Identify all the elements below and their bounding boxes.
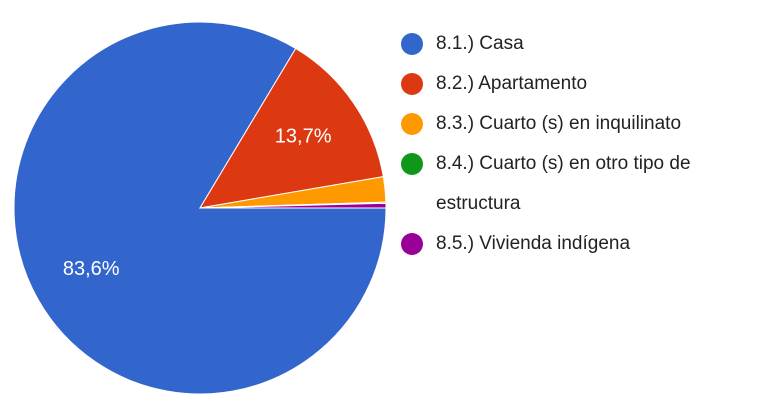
legend-label: 8.3.) Cuarto (s) en inquilinato xyxy=(436,113,682,134)
legend-item: 8.2.) Apartamento xyxy=(398,64,770,104)
legend-swatch xyxy=(401,153,423,175)
pie-slice xyxy=(199,202,387,209)
legend-item: 8.5.) Vivienda indígena xyxy=(398,224,770,264)
legend-swatch xyxy=(401,73,423,95)
legend-label: 8.2.) Apartamento xyxy=(436,73,588,94)
legend-swatch xyxy=(401,113,423,135)
pie-slice xyxy=(13,21,387,395)
legend-label: 8.1.) Casa xyxy=(436,33,524,54)
legend-item: 8.3.) Cuarto (s) en inquilinato xyxy=(398,104,770,144)
legend-swatch xyxy=(401,33,423,55)
slice-label: 83,6% xyxy=(63,258,120,280)
legend-item: 8.1.) Casa xyxy=(398,24,770,64)
legend: 8.1.) Casa 8.2.) Apartamento 8.3.) Cuarto … xyxy=(398,24,770,264)
slice-label: 13,7% xyxy=(275,126,332,148)
legend-label: 8.5.) Vivienda indígena xyxy=(436,233,631,254)
legend-swatch xyxy=(401,233,423,255)
legend-label: 8.4.) Cuarto (s) en otro tipo de estruct… xyxy=(436,153,691,214)
pie-slice xyxy=(199,47,384,209)
legend-item: 8.4.) Cuarto (s) en otro tipo de estruct… xyxy=(398,144,770,224)
